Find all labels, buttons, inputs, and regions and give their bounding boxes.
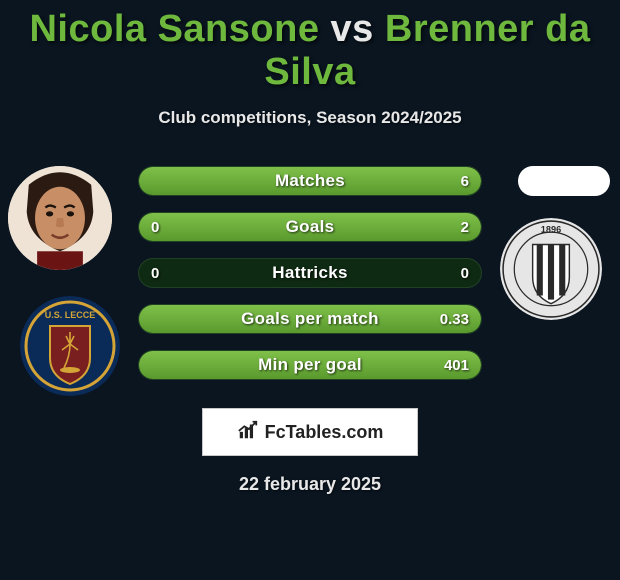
stat-row: 0Goals2: [138, 212, 482, 242]
svg-text:1896: 1896: [541, 224, 561, 234]
watermark[interactable]: FcTables.com: [202, 408, 418, 456]
stat-bars: Matches60Goals20Hattricks0Goals per matc…: [138, 166, 482, 396]
stat-value-right: 0: [461, 259, 469, 287]
svg-text:U.S. LECCE: U.S. LECCE: [45, 310, 96, 320]
stat-value-right: 401: [444, 351, 469, 379]
stat-label: Matches: [139, 167, 481, 195]
watermark-text: FcTables.com: [265, 422, 384, 443]
stat-label: Hattricks: [139, 259, 481, 287]
stat-row: Min per goal401: [138, 350, 482, 380]
chart-icon: [237, 419, 259, 446]
stat-row: Matches6: [138, 166, 482, 196]
stat-label: Min per goal: [139, 351, 481, 379]
stats-area: U.S. LECCE 1896 Matches60Goals20Hattrick…: [0, 166, 620, 406]
stat-label: Goals: [139, 213, 481, 241]
player2-avatar: [518, 166, 610, 196]
stat-label: Goals per match: [139, 305, 481, 333]
stat-value-right: 0.33: [440, 305, 469, 333]
player2-club-badge: 1896: [500, 218, 602, 320]
player1-avatar: [8, 166, 112, 270]
vs-text: vs: [331, 8, 374, 50]
date-text: 22 february 2025: [0, 474, 620, 495]
subtitle: Club competitions, Season 2024/2025: [0, 108, 620, 128]
player1-name: Nicola Sansone: [29, 8, 319, 50]
stat-value-right: 2: [461, 213, 469, 241]
page-title: Nicola Sansone vs Brenner da Silva: [0, 0, 620, 94]
player1-club-badge: U.S. LECCE: [20, 296, 120, 396]
stat-row: Goals per match0.33: [138, 304, 482, 334]
stat-value-right: 6: [461, 167, 469, 195]
stat-row: 0Hattricks0: [138, 258, 482, 288]
